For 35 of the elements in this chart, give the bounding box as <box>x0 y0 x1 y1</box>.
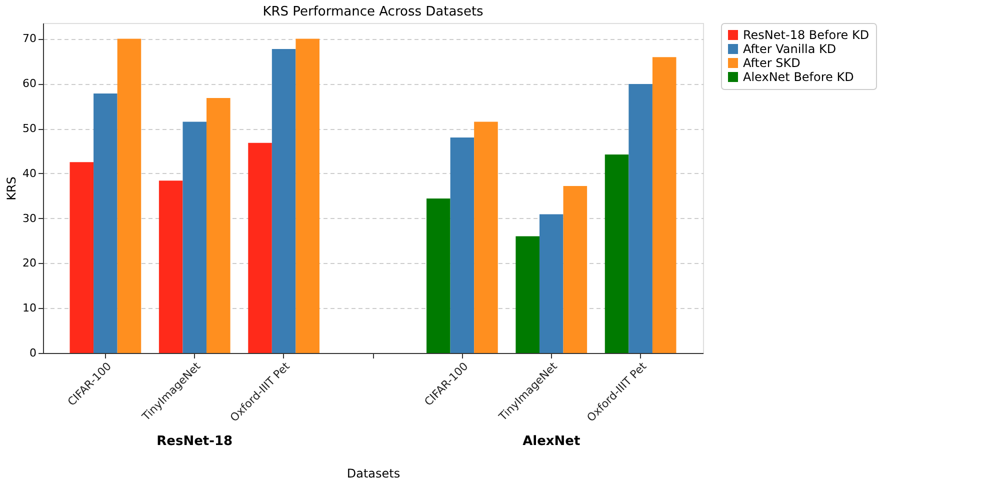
text: ResNet-18 <box>156 434 233 449</box>
y-tick-label: 60 <box>22 77 36 90</box>
bar <box>539 214 564 353</box>
y-axis-title: KRS <box>4 176 19 200</box>
bar <box>296 38 320 353</box>
y-tick-label: 20 <box>22 256 36 270</box>
x-axis-title: Datasets <box>346 466 400 481</box>
y-tick-label: 70 <box>22 32 36 46</box>
bar <box>206 98 230 353</box>
bar <box>70 162 94 353</box>
bar <box>158 180 183 353</box>
legend-label: After Vanilla KD <box>743 42 836 56</box>
bar <box>426 198 450 353</box>
bar <box>652 57 676 353</box>
bar <box>94 93 118 353</box>
bar <box>117 38 142 353</box>
bar <box>604 154 629 353</box>
legend-label: ResNet-18 Before KD <box>743 28 870 42</box>
bar <box>248 142 272 353</box>
bar <box>272 49 296 353</box>
y-tick-label: 40 <box>22 166 36 180</box>
y-tick-label: 10 <box>22 302 36 315</box>
y-tick-label: 30 <box>22 212 36 225</box>
bar <box>563 186 588 353</box>
legend-label: After SKD <box>743 56 800 70</box>
chart-title: KRS Performance Across Datasets <box>262 4 484 20</box>
bar <box>628 84 652 353</box>
legend-label: AlexNet Before KD <box>743 70 854 84</box>
text: AlexNet <box>522 434 580 449</box>
bar <box>450 137 474 353</box>
bar <box>516 236 540 353</box>
bar <box>474 122 498 353</box>
y-tick-label: 0 <box>30 346 36 360</box>
y-tick-label: 50 <box>22 122 36 136</box>
bar <box>182 122 207 353</box>
